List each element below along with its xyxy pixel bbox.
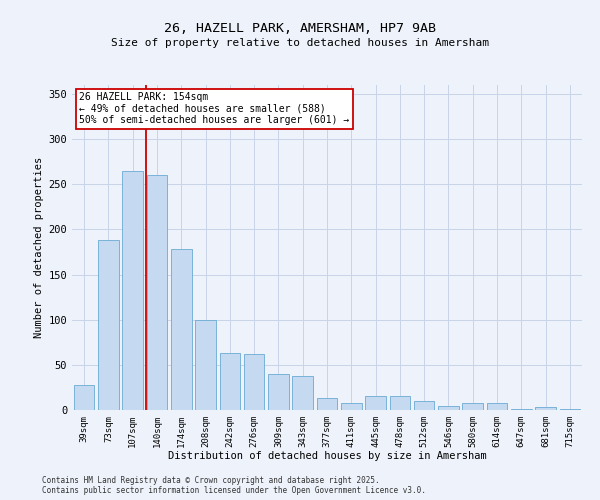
Bar [389,396,410,410]
Bar [146,176,167,410]
Text: Contains HM Land Registry data © Crown copyright and database right 2025.
Contai: Contains HM Land Registry data © Crown c… [42,476,426,495]
Bar [195,320,216,410]
Bar [74,384,94,410]
Bar [414,401,434,410]
Bar [487,403,508,410]
Y-axis label: Number of detached properties: Number of detached properties [34,157,44,338]
Bar [560,409,580,410]
Bar [341,403,362,410]
Bar [463,403,483,410]
Bar [511,409,532,410]
Bar [292,376,313,410]
Text: 26, HAZELL PARK, AMERSHAM, HP7 9AB: 26, HAZELL PARK, AMERSHAM, HP7 9AB [164,22,436,36]
Text: Size of property relative to detached houses in Amersham: Size of property relative to detached ho… [111,38,489,48]
Bar [244,354,265,410]
Bar [220,353,240,410]
Bar [535,408,556,410]
X-axis label: Distribution of detached houses by size in Amersham: Distribution of detached houses by size … [167,452,487,462]
Bar [171,250,191,410]
Text: 26 HAZELL PARK: 154sqm
← 49% of detached houses are smaller (588)
50% of semi-de: 26 HAZELL PARK: 154sqm ← 49% of detached… [79,92,349,125]
Bar [317,398,337,410]
Bar [268,374,289,410]
Bar [98,240,119,410]
Bar [438,406,459,410]
Bar [122,171,143,410]
Bar [365,396,386,410]
